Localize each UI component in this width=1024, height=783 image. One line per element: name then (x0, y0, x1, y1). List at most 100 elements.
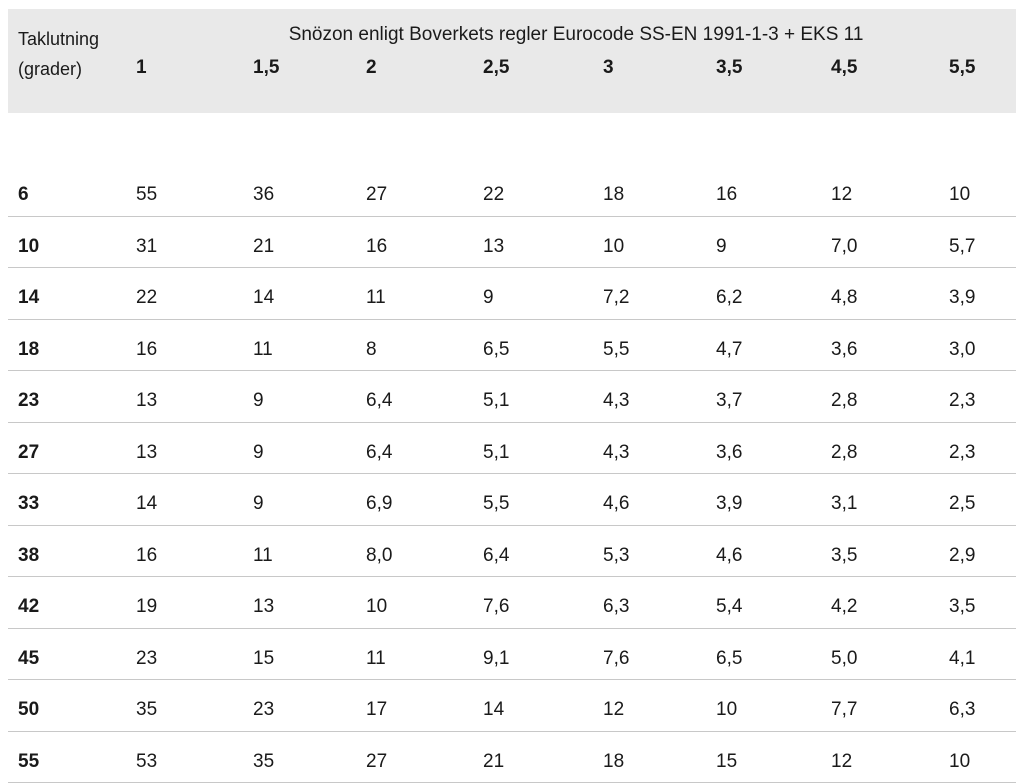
snow-load-cell: 2,3 (949, 422, 1017, 474)
table-row: 10 31 21 16 13 10 9 7,0 5,7 (8, 216, 1017, 268)
snow-load-cell: 3,9 (949, 267, 1017, 320)
snow-load-cell: 4,2 (831, 576, 949, 629)
snow-load-cell: 12 (831, 164, 949, 217)
table-row: 45 23 15 11 9,1 7,6 6,5 5,0 4,1 (8, 628, 1017, 680)
table-row: 6 55 36 27 22 18 16 12 10 (8, 164, 1017, 217)
snow-load-cell: 3,5 (949, 576, 1017, 629)
roof-angle-cell: 18 (8, 319, 136, 371)
snow-load-cell: 13 (136, 422, 253, 474)
table-row: 50 35 23 17 14 12 10 7,7 6,3 (8, 679, 1017, 732)
snow-load-cell: 5,0 (831, 628, 949, 680)
snow-load-cell: 35 (253, 731, 366, 783)
snow-load-cell: 6,4 (366, 370, 483, 423)
snow-load-cell: 5,1 (483, 370, 603, 423)
snow-load-cell: 9 (716, 216, 831, 268)
table-row: 55 53 35 27 21 18 15 12 10 (8, 731, 1017, 783)
snow-load-cell: 3,7 (716, 370, 831, 423)
roof-angle-cell: 50 (8, 679, 136, 732)
snow-load-cell: 6,9 (366, 473, 483, 526)
snow-load-cell: 3,6 (831, 319, 949, 371)
table-body: 6 55 36 27 22 18 16 12 10 10 31 21 16 13 10 9 7,0 5,7 14 22… (8, 113, 1017, 783)
table-row: 33 14 9 6,9 5,5 4,6 3,9 3,1 2,5 (8, 473, 1017, 526)
snow-load-cell: 11 (253, 525, 366, 577)
snow-load-cell: 7,0 (831, 216, 949, 268)
roof-angle-cell: 23 (8, 370, 136, 423)
snow-load-cell: 5,5 (483, 473, 603, 526)
snow-load-cell: 5,5 (603, 319, 716, 371)
snow-load-cell: 3,9 (716, 473, 831, 526)
snow-load-cell: 7,7 (831, 679, 949, 732)
snow-load-cell: 6,5 (716, 628, 831, 680)
snow-load-cell: 19 (136, 576, 253, 629)
table-header: Taklutning (grader) Snözon enligt Boverk… (8, 9, 1017, 113)
snow-zone-header: 2 (366, 57, 377, 78)
snow-load-cell: 8 (366, 319, 483, 371)
table-spacer (8, 113, 1016, 165)
snow-load-cell: 2,9 (949, 525, 1017, 577)
snow-load-cell: 2,5 (949, 473, 1017, 526)
snow-load-cell: 9,1 (483, 628, 603, 680)
snow-load-cell: 10 (949, 731, 1017, 783)
snow-load-table-container: Taklutning (grader) Snözon enligt Boverk… (8, 9, 1017, 783)
roof-angle-cell: 42 (8, 576, 136, 629)
snow-load-cell: 18 (603, 731, 716, 783)
snow-load-cell: 53 (136, 731, 253, 783)
snow-load-cell: 22 (136, 267, 253, 320)
snow-load-cell: 4,3 (603, 422, 716, 474)
table-row: 14 22 14 11 9 7,2 6,2 4,8 3,9 (8, 267, 1017, 320)
snow-load-cell: 14 (136, 473, 253, 526)
snow-load-cell: 16 (366, 216, 483, 268)
snow-load-cell: 35 (136, 679, 253, 732)
roof-angle-cell: 27 (8, 422, 136, 474)
snow-load-cell: 27 (366, 164, 483, 217)
snow-zone-header: 4,5 (831, 57, 858, 78)
snow-load-cell: 2,8 (831, 370, 949, 423)
snow-load-cell: 23 (136, 628, 253, 680)
snow-load-cell: 23 (253, 679, 366, 732)
snow-load-cell: 10 (603, 216, 716, 268)
snow-load-cell: 6,3 (949, 679, 1017, 732)
snow-load-cell: 11 (253, 319, 366, 371)
snow-load-cell: 9 (253, 422, 366, 474)
roof-angle-header-line2: (grader) (18, 59, 83, 79)
snow-zone-header: 1 (136, 57, 147, 78)
roof-angle-cell: 45 (8, 628, 136, 680)
snow-load-cell: 6,3 (603, 576, 716, 629)
snow-load-cell: 12 (831, 731, 949, 783)
snow-load-cell: 8,0 (366, 525, 483, 577)
snow-load-cell: 14 (483, 679, 603, 732)
snow-load-cell: 22 (483, 164, 603, 217)
snow-load-cell: 15 (253, 628, 366, 680)
snow-zone-header: 3 (603, 57, 614, 78)
snow-load-cell: 4,3 (603, 370, 716, 423)
roof-angle-cell: 38 (8, 525, 136, 577)
table-row: 27 13 9 6,4 5,1 4,3 3,6 2,8 2,3 (8, 422, 1017, 474)
snow-load-cell: 36 (253, 164, 366, 217)
snow-load-cell: 6,2 (716, 267, 831, 320)
snow-load-cell: 18 (603, 164, 716, 217)
snow-load-cell: 6,4 (366, 422, 483, 474)
snow-load-cell: 3,0 (949, 319, 1017, 371)
table-row: 38 16 11 8,0 6,4 5,3 4,6 3,5 2,9 (8, 525, 1017, 577)
snow-zone-header: 5,5 (949, 57, 976, 78)
snow-load-cell: 2,3 (949, 370, 1017, 423)
snow-load-cell: 17 (366, 679, 483, 732)
snow-load-cell: 21 (253, 216, 366, 268)
snow-load-cell: 10 (949, 164, 1017, 217)
snow-load-cell: 2,8 (831, 422, 949, 474)
snow-load-cell: 9 (253, 473, 366, 526)
snow-load-cell: 7,6 (483, 576, 603, 629)
snow-load-cell: 7,2 (603, 267, 716, 320)
snow-load-cell: 4,6 (603, 473, 716, 526)
snow-load-cell: 6,4 (483, 525, 603, 577)
snow-load-cell: 27 (366, 731, 483, 783)
snow-zone-header: 1,5 (253, 57, 280, 78)
snow-load-table: Taklutning (grader) Snözon enligt Boverk… (8, 9, 1017, 783)
snow-zone-title: Snözon enligt Boverkets regler Eurocode … (288, 24, 864, 45)
snow-zone-header-row: 1 1,5 2 2,5 3 3,5 4,5 5,5 (8, 49, 1017, 113)
snow-load-cell: 13 (136, 370, 253, 423)
snow-load-cell: 55 (136, 164, 253, 217)
snow-load-cell: 9 (253, 370, 366, 423)
snow-load-cell: 16 (716, 164, 831, 217)
snow-load-cell: 9 (483, 267, 603, 320)
